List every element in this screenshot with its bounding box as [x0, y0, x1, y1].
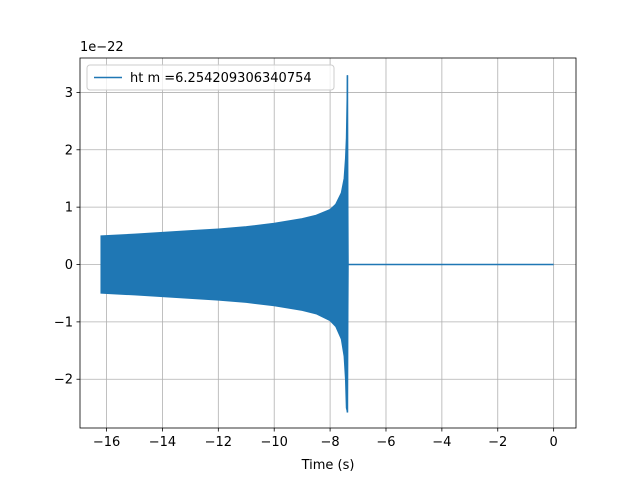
y-offset-label: 1e−22: [80, 40, 124, 55]
signal-envelope: [100, 75, 349, 413]
x-tick-label: −8: [321, 435, 340, 450]
x-tick-label: −2: [488, 435, 507, 450]
plot-frame: [79, 57, 577, 429]
y-tick-label: 1: [65, 201, 73, 216]
legend: ht m =6.254209306340754: [86, 64, 335, 91]
y-tick-label: 2: [65, 143, 73, 158]
x-tick-label: 0: [550, 435, 558, 450]
legend-label: ht m =6.254209306340754: [130, 71, 312, 86]
y-tick-label: 0: [65, 258, 73, 273]
y-tick-label: −2: [54, 373, 73, 388]
x-axis: −16 −14 −12 −10 −8 −6 −4 −2 0: [93, 428, 558, 450]
x-tick-label: −6: [376, 435, 395, 450]
x-tick-label: −4: [432, 435, 451, 450]
y-axis: −2 −1 0 1 2 3: [54, 86, 80, 388]
x-tick-label: −14: [149, 435, 176, 450]
x-tick-label: −10: [260, 435, 287, 450]
x-tick-label: −16: [93, 435, 120, 450]
y-tick-label: 3: [65, 86, 73, 101]
x-axis-label: Time (s): [301, 458, 355, 473]
x-tick-label: −12: [205, 435, 232, 450]
y-tick-label: −1: [54, 315, 73, 330]
series-layer: [100, 75, 554, 413]
legend-box: [86, 64, 335, 91]
